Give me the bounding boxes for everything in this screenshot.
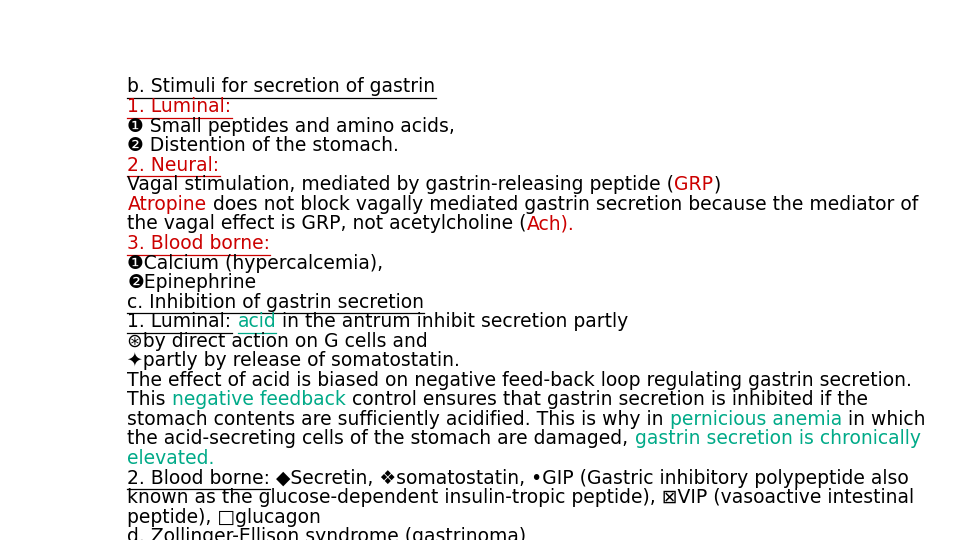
Text: GRP: GRP (675, 176, 713, 194)
Text: d. Zollinger-Ellison syndrome (gastrinoma): d. Zollinger-Ellison syndrome (gastrinom… (128, 527, 527, 540)
Text: Atropine: Atropine (128, 195, 206, 214)
Text: gastrin secretion is chronically: gastrin secretion is chronically (635, 429, 921, 448)
Text: ⊛by direct action on G cells and: ⊛by direct action on G cells and (128, 332, 428, 351)
Text: ): ) (713, 176, 721, 194)
Text: 2. Neural:: 2. Neural: (128, 156, 220, 175)
Text: negative feedback: negative feedback (172, 390, 346, 409)
Text: the vagal effect is GRP, not acetylcholine (: the vagal effect is GRP, not acetylcholi… (128, 214, 527, 233)
Text: 2. Blood borne:: 2. Blood borne: (128, 469, 271, 488)
Text: c. Inhibition of gastrin secretion: c. Inhibition of gastrin secretion (128, 293, 424, 312)
Text: acid: acid (237, 312, 276, 331)
Text: 1. Luminal:: 1. Luminal: (128, 312, 231, 331)
Text: b. Stimuli for secretion of gastrin: b. Stimuli for secretion of gastrin (128, 77, 436, 96)
Text: ❶Calcium (hypercalcemia),: ❶Calcium (hypercalcemia), (128, 254, 384, 273)
Text: ❷ Distention of the stomach.: ❷ Distention of the stomach. (128, 136, 399, 156)
Text: in which: in which (842, 410, 925, 429)
Text: ✦partly by release of somatostatin.: ✦partly by release of somatostatin. (128, 352, 460, 370)
Text: Vagal stimulation, mediated by gastrin-releasing peptide (: Vagal stimulation, mediated by gastrin-r… (128, 176, 675, 194)
Text: peptide), □glucagon: peptide), □glucagon (128, 508, 322, 526)
Text: stomach contents are sufficiently acidified. This is why in: stomach contents are sufficiently acidif… (128, 410, 670, 429)
Text: 1. Luminal:: 1. Luminal: (128, 97, 231, 116)
Text: pernicious anemia: pernicious anemia (670, 410, 842, 429)
Text: the acid-secreting cells of the stomach are damaged,: the acid-secreting cells of the stomach … (128, 429, 635, 448)
Text: does not block vagally mediated gastrin secretion because the mediator of: does not block vagally mediated gastrin … (206, 195, 918, 214)
Text: ❷Epinephrine: ❷Epinephrine (128, 273, 256, 292)
Text: This: This (128, 390, 172, 409)
Text: elevated.: elevated. (128, 449, 215, 468)
Text: ◆Secretin, ❖somatostatin, •GIP (Gastric inhibitory polypeptide also: ◆Secretin, ❖somatostatin, •GIP (Gastric … (271, 469, 909, 488)
Text: 3. Blood borne:: 3. Blood borne: (128, 234, 271, 253)
Text: Ach).: Ach). (527, 214, 575, 233)
Text: control ensures that gastrin secretion is inhibited if the: control ensures that gastrin secretion i… (346, 390, 868, 409)
Text: in the antrum inhibit secretion partly: in the antrum inhibit secretion partly (276, 312, 629, 331)
Text: known as the glucose-dependent insulin-tropic peptide), ⊠VIP (vasoactive intesti: known as the glucose-dependent insulin-t… (128, 488, 915, 507)
Text: The effect of acid is biased on negative feed-back loop regulating gastrin secre: The effect of acid is biased on negative… (128, 371, 912, 390)
Text: ❶ Small peptides and amino acids,: ❶ Small peptides and amino acids, (128, 117, 455, 136)
